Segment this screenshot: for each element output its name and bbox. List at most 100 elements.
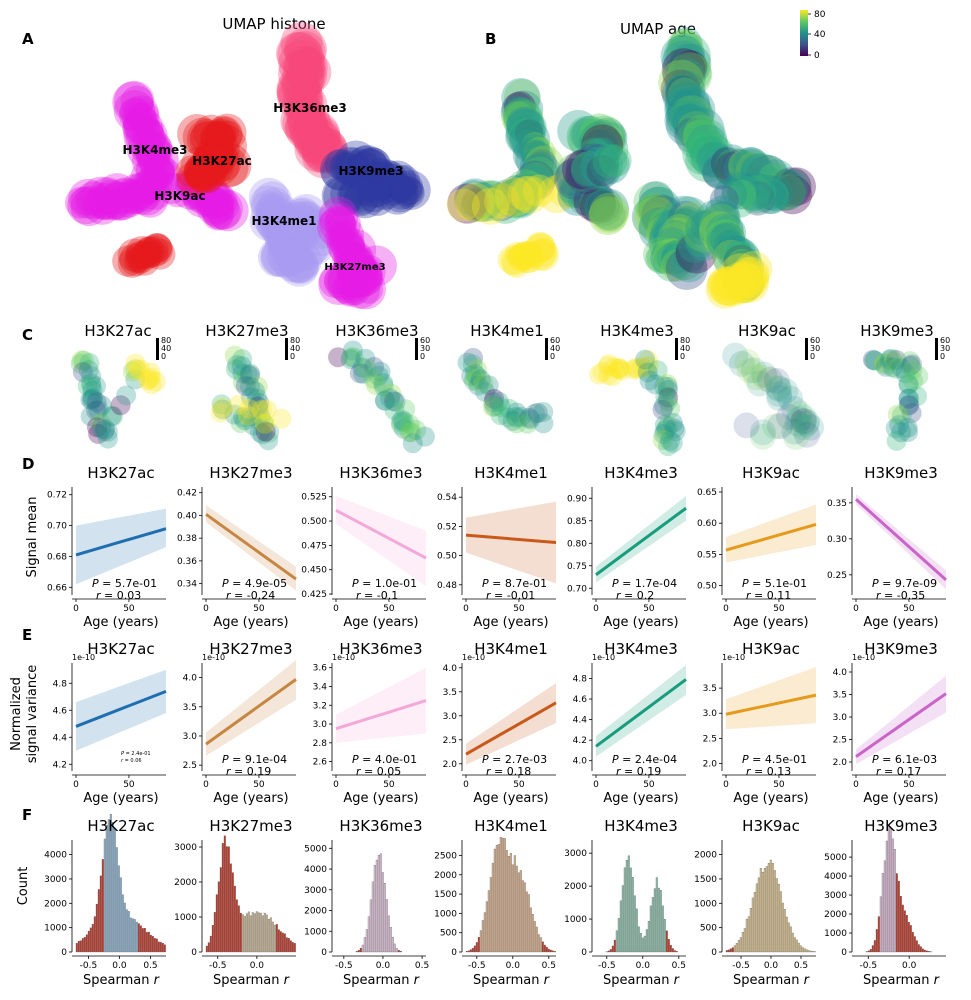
histogram-bar bbox=[927, 951, 930, 953]
umap-point bbox=[518, 161, 552, 195]
umap-point bbox=[326, 221, 356, 251]
umap-point bbox=[726, 175, 757, 206]
umap-point bbox=[133, 172, 166, 205]
histogram-bar bbox=[103, 838, 106, 953]
umap-point bbox=[484, 388, 505, 409]
umap-point bbox=[225, 359, 246, 380]
umap-point bbox=[335, 270, 366, 301]
histogram-bar bbox=[377, 855, 380, 953]
histogram-bar bbox=[99, 875, 102, 953]
histogram-bar bbox=[399, 951, 402, 953]
umap-point bbox=[718, 233, 752, 268]
umap-point bbox=[239, 365, 260, 386]
umap-point bbox=[655, 421, 676, 442]
histogram-bar bbox=[513, 855, 516, 953]
histogram-bar bbox=[113, 828, 116, 953]
umap-point bbox=[875, 356, 896, 377]
umap-point bbox=[353, 363, 374, 384]
umap-point bbox=[686, 124, 729, 166]
umap-point bbox=[81, 366, 102, 387]
stat-r: r = 0.13 bbox=[746, 765, 791, 778]
histogram-bar bbox=[355, 951, 358, 953]
umap-point bbox=[729, 147, 772, 189]
x-axis-label: Age (years) bbox=[473, 791, 548, 806]
umap-point bbox=[142, 156, 172, 187]
umap-point bbox=[879, 349, 900, 370]
umap-point bbox=[575, 118, 613, 157]
histogram-bar bbox=[157, 941, 160, 953]
stat-r: r = 0.11 bbox=[746, 589, 791, 602]
umap-point bbox=[469, 189, 500, 219]
umap-point bbox=[282, 247, 320, 284]
umap-point bbox=[520, 409, 541, 430]
umap-point bbox=[286, 84, 328, 125]
y-tick-label: 3.4 bbox=[313, 682, 328, 692]
umap-point bbox=[125, 359, 146, 380]
umap-point bbox=[96, 173, 138, 215]
histogram-bar bbox=[163, 944, 166, 953]
umap-point bbox=[518, 133, 550, 165]
umap-point bbox=[739, 157, 777, 195]
umap-point bbox=[329, 152, 361, 184]
histogram-bar bbox=[883, 860, 886, 953]
umap-point bbox=[337, 179, 369, 212]
umap-point bbox=[506, 402, 527, 423]
umap-point bbox=[757, 175, 794, 212]
umap-point bbox=[133, 166, 170, 203]
umap-point bbox=[279, 201, 318, 240]
y-tick-label: 0 bbox=[321, 948, 327, 958]
histogram-bar bbox=[229, 863, 232, 953]
umap-point bbox=[97, 428, 118, 449]
small-umap-title: H3K4me1 bbox=[470, 322, 544, 340]
umap-point bbox=[280, 218, 319, 257]
umap-point bbox=[86, 376, 107, 397]
umap-point bbox=[296, 124, 336, 164]
umap-point bbox=[99, 181, 139, 222]
regression-line bbox=[595, 506, 687, 576]
umap-point bbox=[740, 153, 773, 186]
umap-point bbox=[70, 186, 100, 216]
umap-point bbox=[798, 414, 825, 441]
histogram-bar bbox=[279, 931, 282, 953]
umap-point bbox=[289, 111, 325, 148]
umap-point bbox=[130, 359, 151, 380]
umap-point bbox=[250, 190, 285, 225]
umap-point bbox=[714, 147, 756, 189]
umap-point bbox=[668, 206, 703, 241]
umap-point bbox=[501, 92, 534, 125]
umap-point bbox=[752, 180, 787, 215]
small-umap-plot bbox=[588, 349, 686, 457]
y-tick-label: 1000 bbox=[824, 929, 847, 939]
umap-point bbox=[669, 27, 703, 60]
umap-point bbox=[141, 167, 173, 199]
umap-point bbox=[901, 403, 922, 424]
umap-point bbox=[490, 405, 511, 426]
stat-p: P = 9.1e-04 bbox=[222, 753, 287, 766]
umap-point bbox=[133, 236, 165, 269]
umap-point bbox=[747, 154, 789, 197]
umap-point bbox=[329, 229, 359, 259]
umap-point bbox=[682, 209, 726, 253]
umap-point bbox=[525, 232, 556, 263]
umap-point bbox=[501, 77, 541, 118]
umap-point bbox=[401, 422, 422, 443]
histogram-bar bbox=[641, 937, 644, 953]
umap-point bbox=[567, 179, 604, 216]
umap-point bbox=[252, 181, 293, 221]
umap-histone-title: UMAP histone bbox=[222, 15, 325, 33]
colorbar-tick: 40 bbox=[814, 30, 826, 40]
x-axis-label: Age (years) bbox=[83, 615, 158, 630]
umap-point bbox=[136, 133, 172, 168]
histogram-bar bbox=[111, 822, 114, 953]
umap-point bbox=[650, 242, 682, 274]
umap-point bbox=[660, 398, 681, 419]
umap-point bbox=[307, 130, 347, 171]
y-tick-label: 2.5 bbox=[443, 736, 457, 746]
x-axis-label: Spearman r bbox=[603, 973, 681, 988]
umap-point bbox=[181, 178, 213, 210]
umap-point bbox=[478, 375, 499, 396]
regression-line bbox=[75, 527, 167, 557]
umap-point bbox=[586, 129, 629, 171]
umap-point bbox=[145, 371, 166, 392]
y-tick-label: 0.90 bbox=[567, 494, 587, 504]
